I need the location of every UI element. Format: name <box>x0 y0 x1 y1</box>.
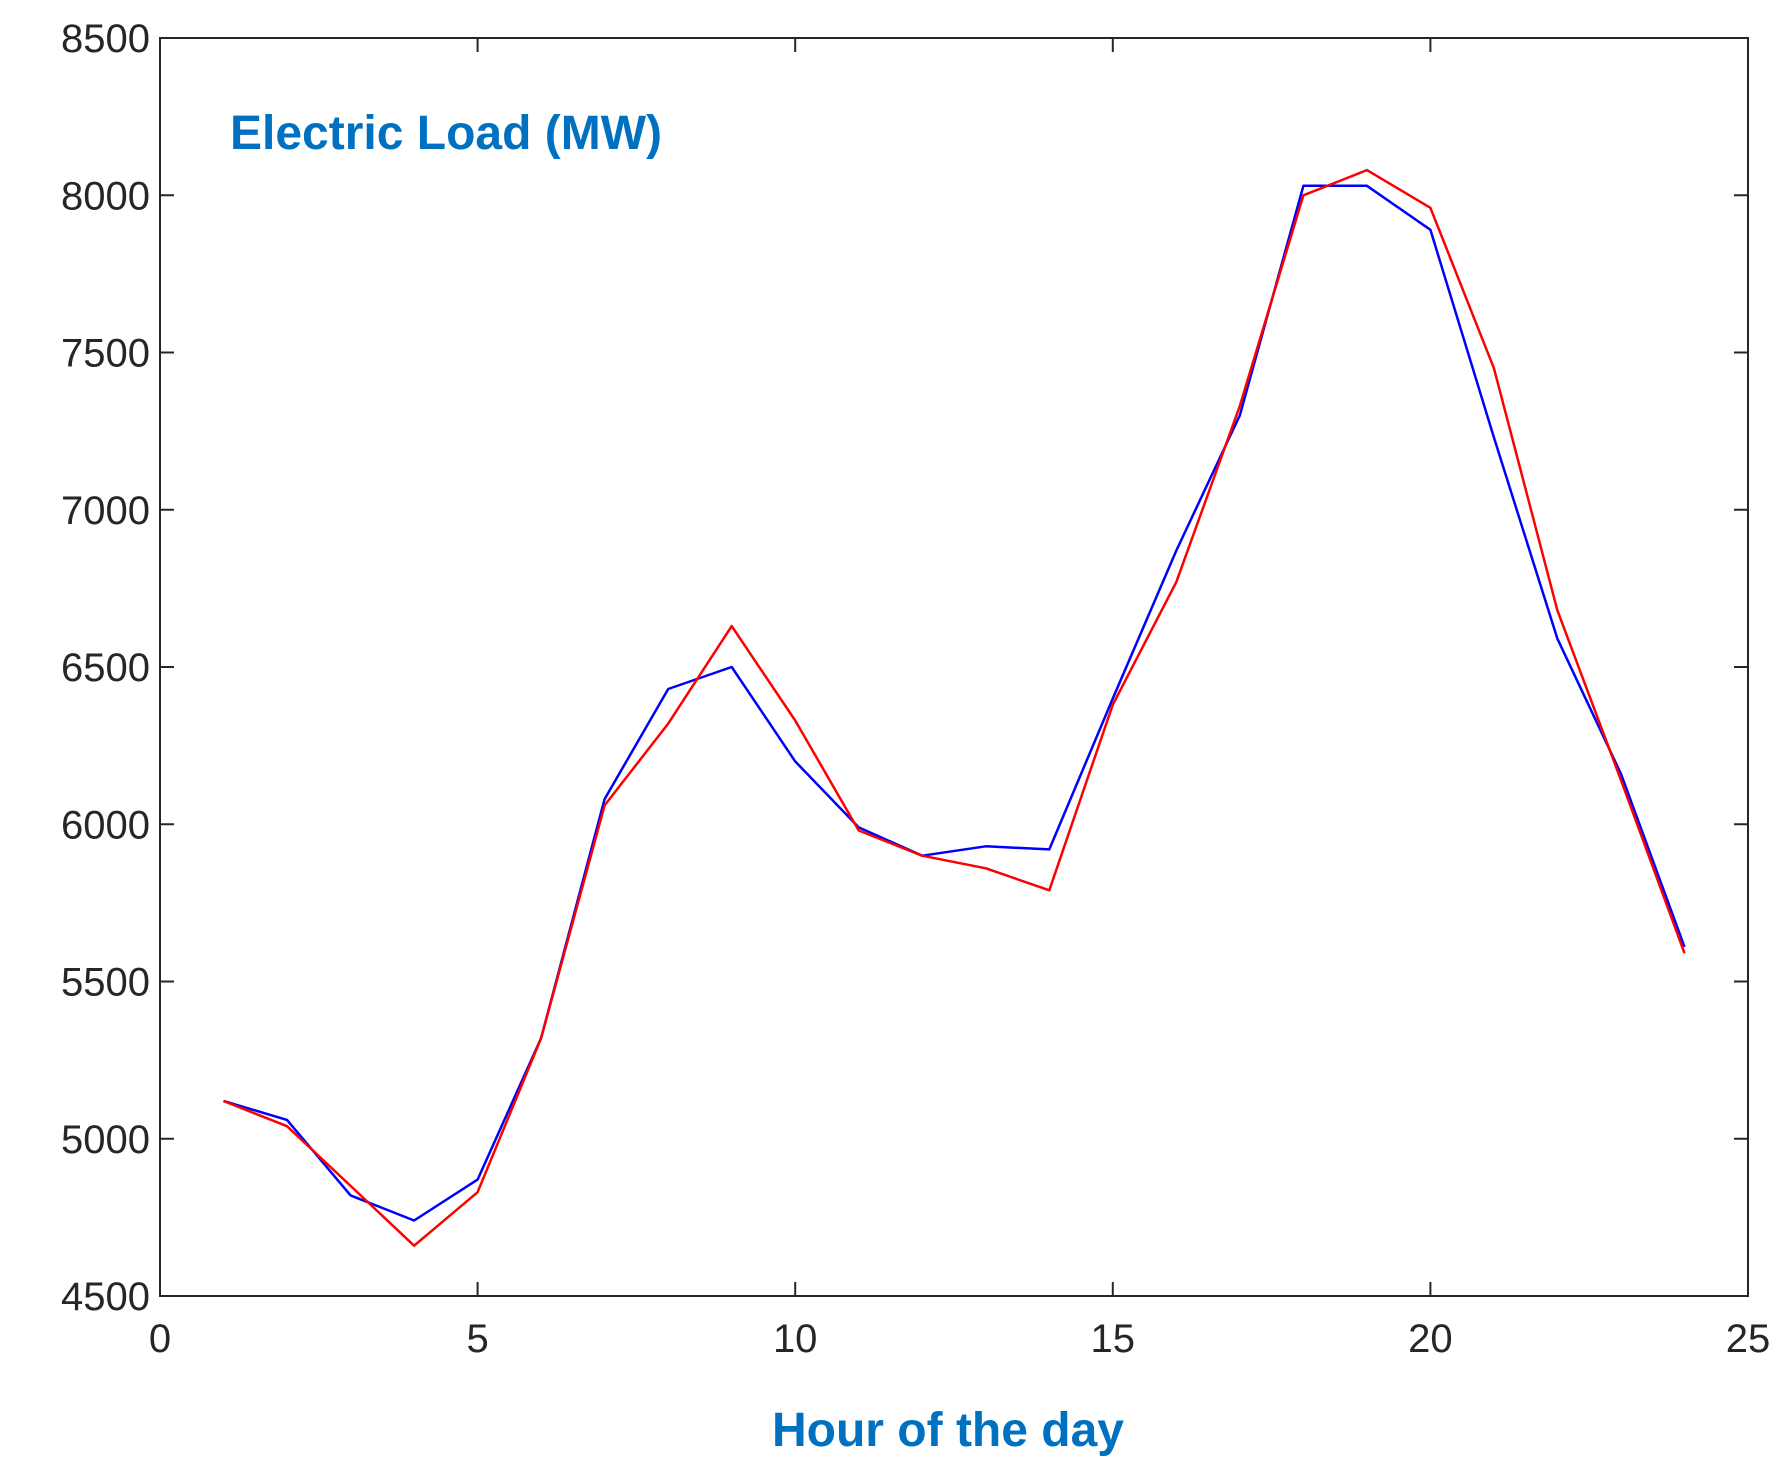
plot-area <box>223 168 1686 1247</box>
y-tick-label: 6000 <box>61 803 150 847</box>
x-axis-label: Hour of the day <box>772 1404 1124 1457</box>
x-tick-label: 20 <box>1408 1317 1453 1361</box>
y-tick-label: 5500 <box>61 961 150 1005</box>
y-tick-label: 8000 <box>61 174 150 218</box>
x-tick-label: 10 <box>773 1317 818 1361</box>
plot-frame <box>159 37 1749 1297</box>
x-tick-label: 0 <box>149 1317 171 1361</box>
series-line-1 <box>223 184 1686 1222</box>
series-line-2 <box>223 168 1686 1247</box>
y-tick-label: 8500 <box>61 17 150 61</box>
y-tick-label: 7500 <box>61 332 150 376</box>
y-tick-label: 6500 <box>61 646 150 690</box>
x-tick-label: 5 <box>466 1317 488 1361</box>
y-tick-label: 5000 <box>61 1118 150 1162</box>
y-tick-label: 7000 <box>61 489 150 533</box>
axes: 0 5 10 15 20 25 4500 5000 5500 6000 6500 7000 7500 80… <box>61 17 1770 1361</box>
x-tick-label: 15 <box>1091 1317 1136 1361</box>
x-tick-label: 25 <box>1726 1317 1771 1361</box>
y-tick-label: 4500 <box>61 1275 150 1319</box>
chart-title: Electric Load (MW) <box>230 107 662 160</box>
